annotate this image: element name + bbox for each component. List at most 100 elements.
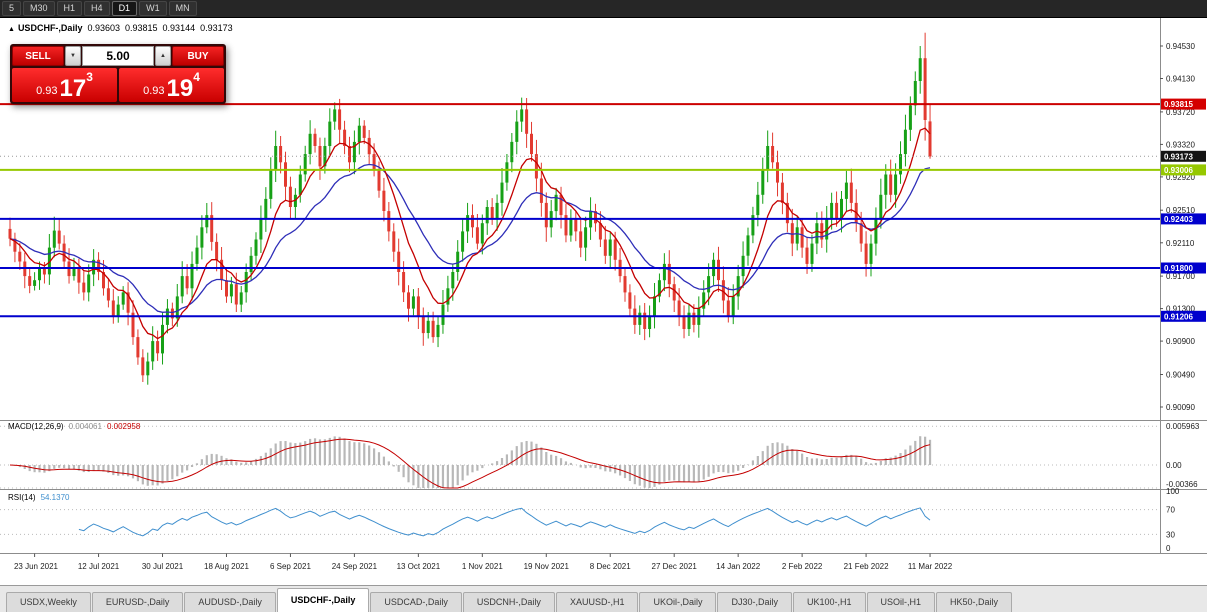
candle <box>156 341 160 354</box>
buy-button[interactable]: BUY <box>172 46 224 66</box>
candle <box>923 58 927 120</box>
candle <box>57 230 61 244</box>
volume-increase-button[interactable]: ▲ <box>155 46 171 66</box>
volume-decrease-button[interactable]: ▼ <box>65 46 81 66</box>
candle <box>116 304 120 317</box>
candle <box>584 227 588 248</box>
symbol-tab-hk50[interactable]: HK50-,Daily <box>936 592 1013 612</box>
candle <box>790 223 794 244</box>
timeframe-button-w1[interactable]: W1 <box>139 1 167 16</box>
candle <box>805 247 809 264</box>
date-label: 13 Oct 2021 <box>397 562 441 571</box>
candle <box>780 182 784 203</box>
candle <box>687 312 691 329</box>
candle <box>407 292 410 309</box>
candle <box>87 274 91 293</box>
candle <box>141 357 145 376</box>
candle <box>441 304 445 325</box>
date-label: 14 Jan 2022 <box>716 562 761 571</box>
symbol-tab-ukoil[interactable]: UKOil-,Daily <box>639 592 717 612</box>
candle <box>490 207 494 220</box>
candle <box>899 154 902 175</box>
price-tick-label: 0.90490 <box>1166 371 1195 380</box>
candle <box>229 284 233 297</box>
chart-collapse-icon[interactable]: ▲ <box>8 26 15 33</box>
sell-price-display[interactable]: 0.93 17 3 <box>12 68 117 102</box>
candle <box>111 300 115 317</box>
ask-price-big: 19 <box>166 75 194 102</box>
candle <box>220 259 224 281</box>
candle <box>175 296 179 319</box>
timeframe-button-mn[interactable]: MN <box>168 1 197 16</box>
candle <box>707 276 711 293</box>
candle <box>751 215 755 236</box>
candle <box>357 125 361 142</box>
bid-price-prefix: 0.93 <box>36 85 58 97</box>
symbol-tab-usdchf[interactable]: USDCHF-,Daily <box>276 588 370 612</box>
chart-ohlc-header: ▲ USDCHF-,Daily 0.93603 0.93815 0.93144 0.931… <box>8 23 238 33</box>
macd-tick-label: -0.00366 <box>1166 480 1198 489</box>
buy-price-display[interactable]: 0.93 19 4 <box>119 68 224 102</box>
bid-price-big: 17 <box>59 75 87 102</box>
price-tick-label: 0.92510 <box>1166 206 1195 215</box>
candle <box>918 58 922 81</box>
candle <box>13 238 17 252</box>
symbol-tab-usdcnh[interactable]: USDCNH-,Daily <box>462 592 555 612</box>
candle <box>830 202 834 220</box>
candle <box>392 231 396 252</box>
symbol-tab-usdx[interactable]: USDX,Weekly <box>6 592 91 612</box>
candle <box>352 141 356 163</box>
candle <box>721 280 725 301</box>
candle <box>234 284 238 305</box>
symbol-tab-usdcad[interactable]: USDCAD-,Daily <box>370 592 462 612</box>
candle <box>603 239 607 256</box>
symbol-tab-uk100[interactable]: UK100-,H1 <box>792 592 866 612</box>
candle <box>102 272 105 289</box>
candle <box>426 320 430 333</box>
date-label: 24 Sep 2021 <box>332 562 378 571</box>
timeframe-button-5[interactable]: 5 <box>2 1 22 16</box>
candle <box>338 109 342 130</box>
candle <box>485 207 489 224</box>
macd-main-value: 0.004061 <box>68 422 102 431</box>
date-label: 27 Dec 2021 <box>652 562 698 571</box>
candle <box>869 243 873 264</box>
timeframe-button-m30[interactable]: M30 <box>23 1 55 16</box>
candle <box>303 154 307 175</box>
candle <box>431 320 435 338</box>
candle <box>746 235 750 256</box>
symbol-tab-xauusd[interactable]: XAUUSD-,H1 <box>555 592 639 612</box>
price-chart-canvas[interactable]: 0.94530 0.94130 0.93720 0.93320 0.92920 0.925… <box>0 18 1207 585</box>
candle <box>569 219 573 236</box>
symbol-tab-usoil[interactable]: USOil-,H1 <box>866 592 936 612</box>
candle <box>510 141 514 163</box>
price-tick-label: 0.94130 <box>1166 75 1195 84</box>
candle <box>662 263 666 281</box>
price-tick-label: 0.92110 <box>1166 239 1195 248</box>
candle <box>446 288 450 305</box>
candle <box>495 202 499 220</box>
rsi-tick-label: 30 <box>1166 530 1175 539</box>
candle <box>52 230 56 248</box>
candle <box>677 300 681 317</box>
timeframe-button-d1[interactable]: D1 <box>111 1 138 16</box>
candle <box>574 219 578 232</box>
candle <box>741 255 745 277</box>
symbol-tab-audusd[interactable]: AUDUSD-,Daily <box>184 592 276 612</box>
symbol-tab-eurusd[interactable]: EURUSD-,Daily <box>91 592 184 612</box>
volume-input[interactable]: 5.00 <box>82 46 154 66</box>
candle <box>648 316 652 329</box>
candle <box>298 174 302 195</box>
timeframe-button-h1[interactable]: H1 <box>56 1 83 16</box>
sell-button[interactable]: SELL <box>12 46 64 66</box>
candle <box>835 202 839 220</box>
candle <box>559 194 563 216</box>
candle <box>279 146 283 163</box>
candle <box>244 272 248 293</box>
rsi-tick-label: 100 <box>1166 487 1180 496</box>
candle <box>421 316 425 334</box>
symbol-tab-dj30[interactable]: DJ30-,Daily <box>717 592 792 612</box>
date-label: 6 Sep 2021 <box>270 562 311 571</box>
timeframe-button-h4[interactable]: H4 <box>84 1 110 16</box>
candle <box>106 288 110 301</box>
